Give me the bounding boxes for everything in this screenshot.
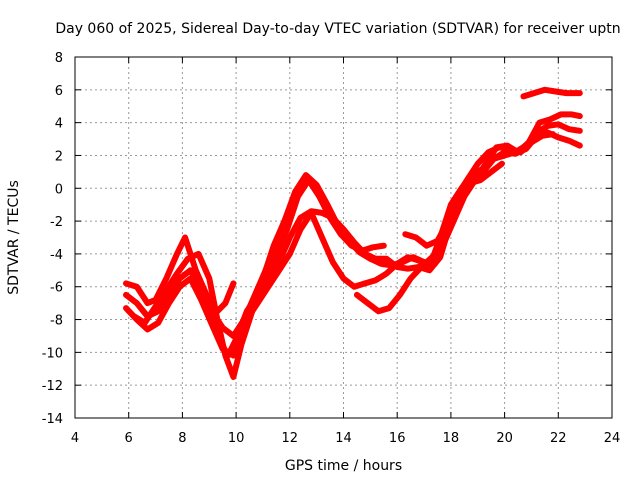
x-tick-label: 4 (71, 431, 79, 446)
y-tick-label: 2 (55, 149, 63, 164)
y-tick-label: 6 (55, 84, 63, 99)
x-tick-label: 20 (496, 431, 513, 446)
series-track-1 (123, 234, 237, 315)
y-tick-label: 4 (55, 117, 63, 132)
x-tick-label: 12 (282, 431, 299, 446)
x-axis-ticks: 4 6 8 10 12 14 16 18 20 22 24 (71, 57, 620, 446)
x-tick-label: 16 (389, 431, 406, 446)
y-tick-label: -2 (50, 215, 63, 230)
y-tick-label: -12 (42, 379, 63, 394)
y-tick-label: -4 (50, 248, 63, 263)
series-track-7 (353, 111, 583, 315)
y-tick-label: -10 (42, 346, 63, 361)
series-track-3 (123, 177, 387, 359)
x-tick-label: 14 (335, 431, 352, 446)
y-tick-label: -8 (50, 314, 63, 329)
chart-title: Day 060 of 2025, Sidereal Day-to-day VTE… (55, 21, 620, 37)
x-tick-label: 6 (125, 431, 133, 446)
series-track-8 (402, 160, 505, 249)
x-tick-label: 22 (550, 431, 567, 446)
x-axis-title: GPS time / hours (285, 458, 402, 474)
x-tick-label: 8 (178, 431, 186, 446)
y-tick-label: 8 (55, 51, 63, 66)
y-axis-ticks: -14 -12 -10 -8 -6 -4 -2 0 2 4 6 8 (42, 51, 612, 427)
y-tick-label: 0 (55, 182, 63, 197)
x-tick-label: 18 (443, 431, 460, 446)
series-track-5 (192, 129, 583, 359)
y-axis-title: SDTVAR / TECUs (6, 180, 22, 295)
x-tick-label: 24 (604, 431, 621, 446)
y-tick-label: -14 (42, 412, 63, 427)
y-tick-label: -6 (50, 281, 63, 296)
x-tick-label: 10 (228, 431, 245, 446)
data-series (123, 86, 583, 380)
series-track-9 (520, 86, 583, 100)
